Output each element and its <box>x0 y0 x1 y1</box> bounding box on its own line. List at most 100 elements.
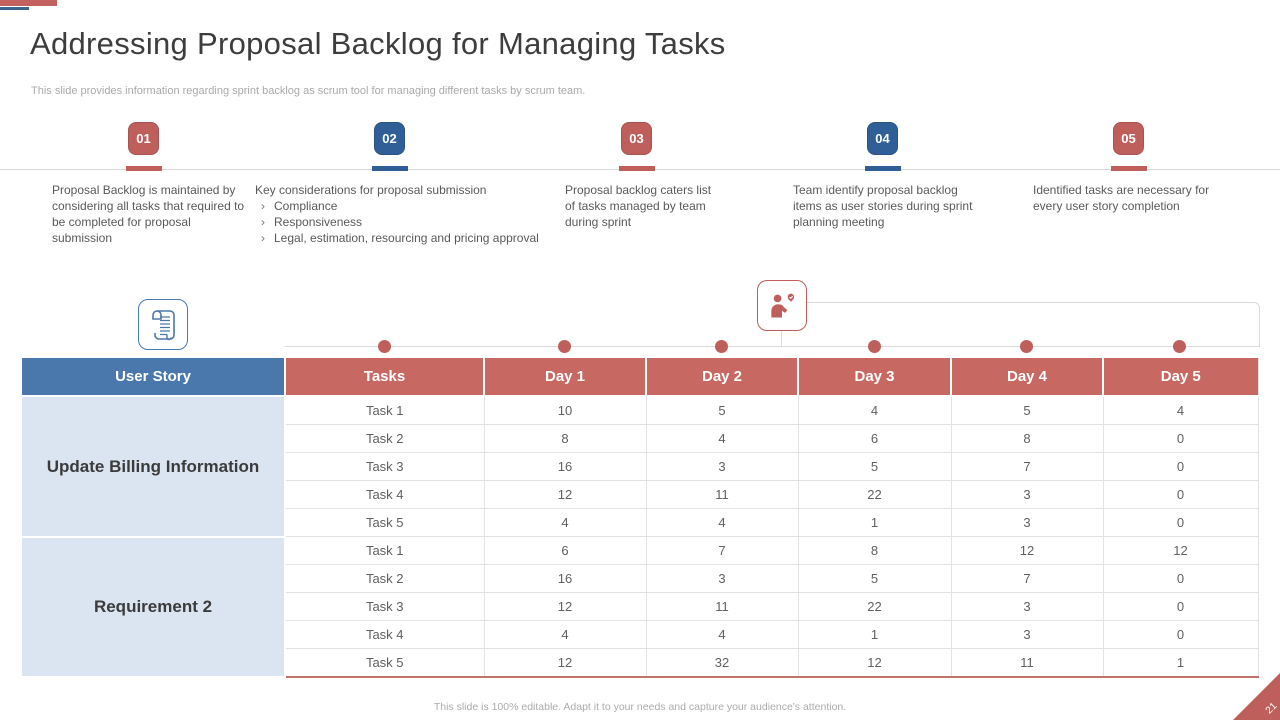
timeline-dot <box>378 340 391 353</box>
value-cell: 4 <box>645 620 798 649</box>
value-cell: 3 <box>950 508 1103 537</box>
table-row: Update Billing Information Task 1 10 5 4 5 4 <box>22 396 1258 538</box>
user-story-cell: Requirement 2 <box>22 536 285 678</box>
value-cell: 32 <box>645 648 798 678</box>
value-cell: 22 <box>797 592 951 621</box>
timeline-dot <box>868 340 881 353</box>
value-cell: 5 <box>797 564 951 593</box>
task-cell: Task 3 <box>284 592 484 621</box>
step-description-text: Identified tasks are necessary for every… <box>1033 183 1210 213</box>
timeline-dot <box>1020 340 1033 353</box>
value-cell: 5 <box>950 396 1103 425</box>
value-cell: 12 <box>483 592 646 621</box>
value-cell: 1 <box>1102 648 1258 678</box>
timeline-dot <box>715 340 728 353</box>
task-cell: Task 2 <box>284 424 484 453</box>
value-cell: 16 <box>483 564 646 593</box>
task-cell: Task 1 <box>284 536 484 565</box>
value-cell: 11 <box>645 480 798 509</box>
value-cell: 4 <box>483 508 646 537</box>
value-cell: 3 <box>950 592 1103 621</box>
step-description-text: Key considerations for proposal submissi… <box>255 183 487 197</box>
table-row: Task 3 12 11 22 3 0 <box>22 592 1258 621</box>
top-accent-bar-rose <box>0 0 57 6</box>
sprint-backlog-table: User Story Tasks Day 1 Day 2 Day 3 Day 4 Day 5… <box>22 358 1259 678</box>
step-bullet: › Responsiveness <box>255 214 555 230</box>
value-cell: 0 <box>1102 480 1258 509</box>
value-cell: 16 <box>483 452 646 481</box>
callout-frame <box>781 302 1260 347</box>
step-underline-04 <box>865 166 901 171</box>
footer-note: This slide is 100% editable. Adapt it to… <box>433 701 847 713</box>
step-description-02: Key considerations for proposal submissi… <box>255 182 555 246</box>
person-feedback-icon <box>757 280 807 331</box>
step-description-03: Proposal backlog caters list of tasks ma… <box>565 182 717 230</box>
scroll-document-icon-glyph <box>152 309 175 340</box>
step-badge-05: 05 <box>1113 122 1144 155</box>
step-badge-02: 02 <box>374 122 405 155</box>
value-cell: 11 <box>645 592 798 621</box>
task-cell: Task 5 <box>284 648 484 678</box>
value-cell: 22 <box>797 480 951 509</box>
value-cell: 1 <box>797 620 951 649</box>
page-title: Addressing Proposal Backlog for Managing… <box>30 26 726 61</box>
value-cell: 0 <box>1102 508 1258 537</box>
value-cell: 12 <box>483 648 646 678</box>
step-underline-01 <box>126 166 162 171</box>
value-cell: 5 <box>645 396 798 425</box>
value-cell: 12 <box>950 536 1103 565</box>
value-cell: 8 <box>950 424 1103 453</box>
value-cell: 7 <box>950 564 1103 593</box>
value-cell: 6 <box>797 424 951 453</box>
step-underline-02 <box>372 166 408 171</box>
step-bullet: › Legal, estimation, resourcing and prici… <box>255 230 555 246</box>
task-cell: Task 1 <box>284 396 484 425</box>
table-row: Task 5 12 32 12 11 1 <box>22 648 1258 678</box>
sprint-backlog-table-grid: User Story Tasks Day 1 Day 2 Day 3 Day 4 Day 5… <box>22 358 1259 678</box>
table-row: Task 4 12 11 22 3 0 <box>22 480 1258 509</box>
value-cell: 11 <box>950 648 1103 678</box>
step-bullet-text: Compliance <box>274 199 338 213</box>
value-cell: 4 <box>483 620 646 649</box>
step-underline-05 <box>1111 166 1147 171</box>
step-badge-04: 04 <box>867 122 898 155</box>
step-description-05: Identified tasks are necessary for every… <box>1033 182 1228 214</box>
step-badge-01: 01 <box>128 122 159 155</box>
value-cell: 7 <box>645 536 798 565</box>
value-cell: 0 <box>1102 452 1258 481</box>
table-row: Task 2 16 3 5 7 0 <box>22 564 1258 593</box>
user-story-cell: Update Billing Information <box>22 396 285 538</box>
bullet-marker-icon: › <box>261 215 265 229</box>
value-cell: 12 <box>797 648 951 678</box>
value-cell: 3 <box>645 564 798 593</box>
value-cell: 1 <box>797 508 951 537</box>
value-cell: 6 <box>483 536 646 565</box>
column-header-day-3: Day 3 <box>797 358 951 397</box>
scroll-document-icon <box>138 299 188 350</box>
step-description-01: Proposal Backlog is maintained by consid… <box>52 182 247 246</box>
value-cell: 7 <box>950 452 1103 481</box>
task-cell: Task 4 <box>284 480 484 509</box>
value-cell: 8 <box>797 536 951 565</box>
task-cell: Task 2 <box>284 564 484 593</box>
bullet-marker-icon: › <box>261 231 265 245</box>
step-badge-03: 03 <box>621 122 652 155</box>
column-header-day-4: Day 4 <box>950 358 1103 397</box>
value-cell: 12 <box>483 480 646 509</box>
step-bullet-text: Legal, estimation, resourcing and pricin… <box>274 231 539 245</box>
top-accent-bar-blue <box>0 7 29 10</box>
value-cell: 12 <box>1102 536 1258 565</box>
task-cell: Task 3 <box>284 452 484 481</box>
value-cell: 8 <box>483 424 646 453</box>
bullet-marker-icon: › <box>261 199 265 213</box>
value-cell: 10 <box>483 396 646 425</box>
value-cell: 3 <box>950 620 1103 649</box>
table-header-row: User Story Tasks Day 1 Day 2 Day 3 Day 4 Day 5 <box>22 358 1258 397</box>
value-cell: 0 <box>1102 564 1258 593</box>
step-bullet: › Compliance <box>255 198 555 214</box>
timeline-dot <box>558 340 571 353</box>
